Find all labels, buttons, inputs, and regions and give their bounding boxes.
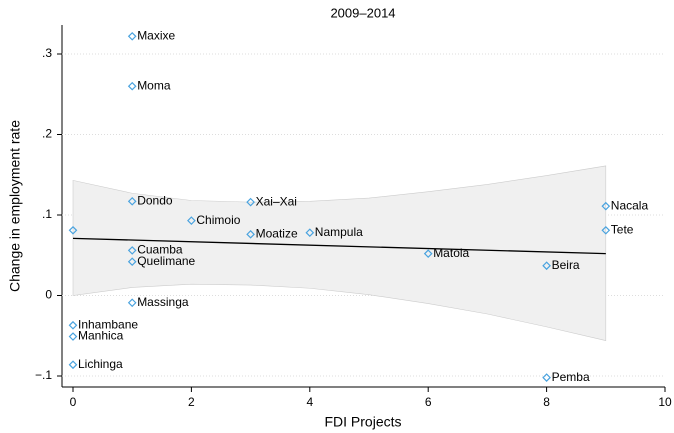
chart-title: 2009–2014 — [330, 5, 395, 20]
point-label: Inhambane — [78, 317, 138, 331]
point-label: Quelimane — [137, 254, 195, 268]
confidence-band — [72, 165, 607, 341]
fit-line — [72, 237, 606, 255]
point-label: Tete — [611, 222, 634, 236]
point-label: Nacala — [611, 198, 649, 212]
point-label: Cuamba — [137, 243, 183, 257]
point-label: Dondo — [137, 193, 173, 207]
point-label: Matola — [433, 246, 469, 260]
point — [246, 229, 255, 239]
point — [542, 261, 551, 271]
point — [68, 332, 78, 341]
point — [246, 197, 255, 207]
point — [187, 216, 196, 225]
point — [68, 360, 78, 370]
point — [601, 225, 611, 235]
point — [305, 228, 315, 238]
x-tick-label: 0 — [70, 395, 77, 409]
point — [68, 320, 78, 330]
point-label: Xai–Xai — [256, 194, 297, 208]
point-label: Moma — [137, 78, 171, 92]
x-tick-label: 6 — [425, 395, 432, 409]
x-axis-label: FDI Projects — [324, 414, 401, 430]
point — [127, 257, 137, 267]
point-label: Massinga — [137, 295, 189, 309]
point — [423, 249, 433, 258]
point — [127, 31, 137, 41]
point-label: Nampula — [315, 225, 363, 239]
point — [68, 225, 78, 235]
point-label: Maxixe — [137, 28, 175, 42]
point — [542, 373, 551, 382]
x-tick-label: 4 — [306, 395, 313, 409]
point-label: Chimoio — [196, 213, 240, 227]
y-tick-label: −.1 — [35, 368, 52, 382]
y-axis-label: Change in employment rate — [7, 120, 23, 292]
point-label: Beira — [552, 258, 580, 272]
y-tick-label: 0 — [45, 288, 52, 302]
y-tick-label: .3 — [42, 46, 52, 60]
point-label: Pemba — [552, 370, 590, 384]
y-tick-label: .1 — [42, 207, 52, 221]
point — [127, 246, 137, 255]
point — [127, 81, 137, 91]
point — [127, 298, 137, 308]
point-label: Manhica — [78, 329, 124, 343]
point-label: Moatize — [256, 226, 298, 240]
point — [601, 201, 611, 211]
y-tick-label: .2 — [42, 127, 52, 141]
x-tick-label: 8 — [543, 395, 550, 409]
point-label: Lichinga — [78, 357, 123, 371]
x-tick-label: 10 — [658, 395, 672, 409]
point — [127, 196, 137, 206]
x-tick-label: 2 — [188, 395, 195, 409]
